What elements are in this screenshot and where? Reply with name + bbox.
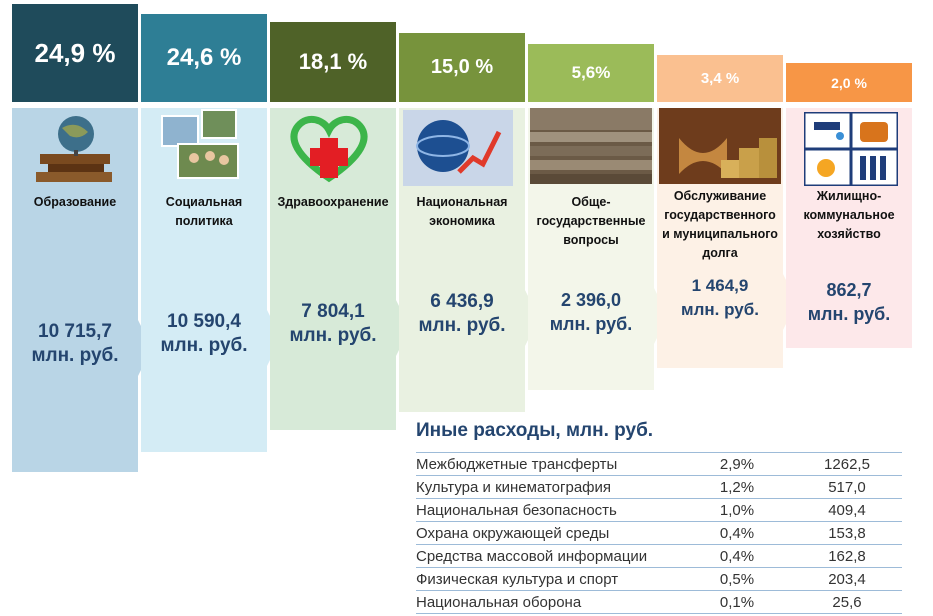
globe-books-icon — [30, 110, 120, 191]
amount-value: 1 464,9 — [691, 276, 749, 295]
expense-share: 2,9% — [682, 452, 792, 476]
expense-name: Охрана окружающей среды — [416, 521, 682, 545]
expense-amount: 162,8 — [792, 544, 902, 568]
category-label: Здравоохранение — [264, 193, 402, 212]
expense-share: 0,4% — [682, 544, 792, 568]
share-header: 15,0 % — [399, 33, 525, 102]
category-label-line: Образование — [33, 195, 117, 209]
share-header: 2,0 % — [786, 63, 912, 102]
expense-share: 1,2% — [682, 475, 792, 499]
category-label-line: Обслуживание — [673, 189, 767, 203]
amount-value: 2 396,0 — [560, 290, 622, 310]
globe-growth-icon — [403, 110, 513, 191]
other-expenses-title: Иные расходы, млн. руб. — [416, 420, 654, 441]
table-row: Межбюджетные трансферты 2,9% 1262,5 — [416, 452, 902, 476]
table-row: Культура и кинематография 1,2% 517,0 — [416, 475, 902, 499]
expense-share: 0,5% — [682, 567, 792, 591]
amount-unit: млн. руб. — [681, 300, 759, 319]
category-label-line: Обще- — [571, 195, 611, 209]
expense-share: 0,4% — [682, 521, 792, 545]
other-expenses-table: Межбюджетные трансферты 2,9% 1262,5 Культур… — [416, 452, 902, 614]
category-label: Национальная экономика — [393, 193, 531, 231]
amount-label: 10 590,4 млн. руб. — [141, 310, 267, 358]
expense-amount: 517,0 — [792, 475, 902, 499]
expense-amount: 203,4 — [792, 567, 902, 591]
expense-name: Национальная безопасность — [416, 498, 682, 522]
category-label: Обще-государственные вопросы — [522, 193, 660, 250]
table-row: Физическая культура и спорт 0,5% 203,4 — [416, 567, 902, 591]
share-header: 5,6% — [528, 44, 654, 102]
amount-value: 6 436,9 — [430, 291, 494, 312]
category-label: Образование — [6, 193, 144, 212]
amount-unit: млн. руб. — [418, 315, 506, 336]
amount-label: 2 396,0 млн. руб. — [528, 288, 654, 336]
category-label-line: долга — [702, 246, 738, 260]
amount-value: 10 590,4 — [167, 311, 241, 332]
amount-value: 862,7 — [826, 280, 872, 300]
category-label-line: и муниципального — [662, 227, 778, 241]
category-label: Социальная политика — [135, 193, 273, 231]
share-header: 24,6 % — [141, 14, 267, 102]
amount-unit: млн. руб. — [549, 314, 633, 334]
table-row: Национальная оборона 0,1% 25,6 — [416, 590, 902, 614]
expense-amount: 1262,5 — [792, 452, 902, 476]
category-label-line: вопросы — [563, 233, 619, 247]
category-label-line: коммунальное — [803, 208, 895, 222]
expense-name: Культура и кинематография — [416, 475, 682, 499]
table-row: Средства массовой информации 0,4% 162,8 — [416, 544, 902, 568]
family-photos-icon — [158, 108, 248, 189]
amount-label: 1 464,9 млн. руб. — [657, 274, 783, 322]
expense-name: Физическая культура и спорт — [416, 567, 682, 591]
coins-hourglass-icon — [659, 108, 781, 189]
amount-label: 10 715,7 млн. руб. — [12, 320, 138, 368]
amount-unit: млн. руб. — [289, 325, 377, 346]
expense-share: 1,0% — [682, 498, 792, 522]
category-label-line: Здравоохранение — [277, 195, 389, 209]
share-header: 3,4 % — [657, 55, 783, 102]
expense-share: 0,1% — [682, 590, 792, 614]
category-label-line: государственного — [664, 208, 776, 222]
amount-label: 862,7 млн. руб. — [786, 278, 912, 326]
share-header: 18,1 % — [270, 22, 396, 102]
expense-amount: 25,6 — [792, 590, 902, 614]
expense-name: Национальная оборона — [416, 590, 682, 614]
parliament-hall-icon — [530, 108, 652, 189]
table-row: Охрана окружающей среды 0,4% 153,8 — [416, 521, 902, 545]
amount-label: 7 804,1 млн. руб. — [270, 300, 396, 348]
category-label-line: политика — [175, 214, 233, 228]
share-header: 24,9 % — [12, 4, 138, 102]
expense-name: Межбюджетные трансферты — [416, 452, 682, 476]
category-label-line: государственные — [536, 214, 646, 228]
category-label-line: Жилищно- — [816, 189, 882, 203]
table-row: Национальная безопасность 1,0% 409,4 — [416, 498, 902, 522]
amount-value: 10 715,7 — [38, 321, 112, 342]
amount-unit: млн. руб. — [31, 345, 119, 366]
heart-cross-icon — [284, 112, 374, 193]
amount-unit: млн. руб. — [807, 304, 891, 324]
category-label-line: Социальная — [165, 195, 243, 209]
amount-label: 6 436,9 млн. руб. — [399, 290, 525, 338]
category-label: Обслуживание государственного и муниципаль… — [651, 187, 789, 263]
amount-value: 7 804,1 — [301, 301, 365, 322]
category-label-line: хозяйство — [817, 227, 881, 241]
expense-name: Средства массовой информации — [416, 544, 682, 568]
amount-unit: млн. руб. — [160, 335, 248, 356]
category-label-line: экономика — [429, 214, 495, 228]
utilities-icon — [802, 110, 900, 191]
expense-amount: 409,4 — [792, 498, 902, 522]
category-label: Жилищно-коммунальное хозяйство — [780, 187, 918, 244]
expense-amount: 153,8 — [792, 521, 902, 545]
category-label-line: Национальная — [416, 195, 508, 209]
